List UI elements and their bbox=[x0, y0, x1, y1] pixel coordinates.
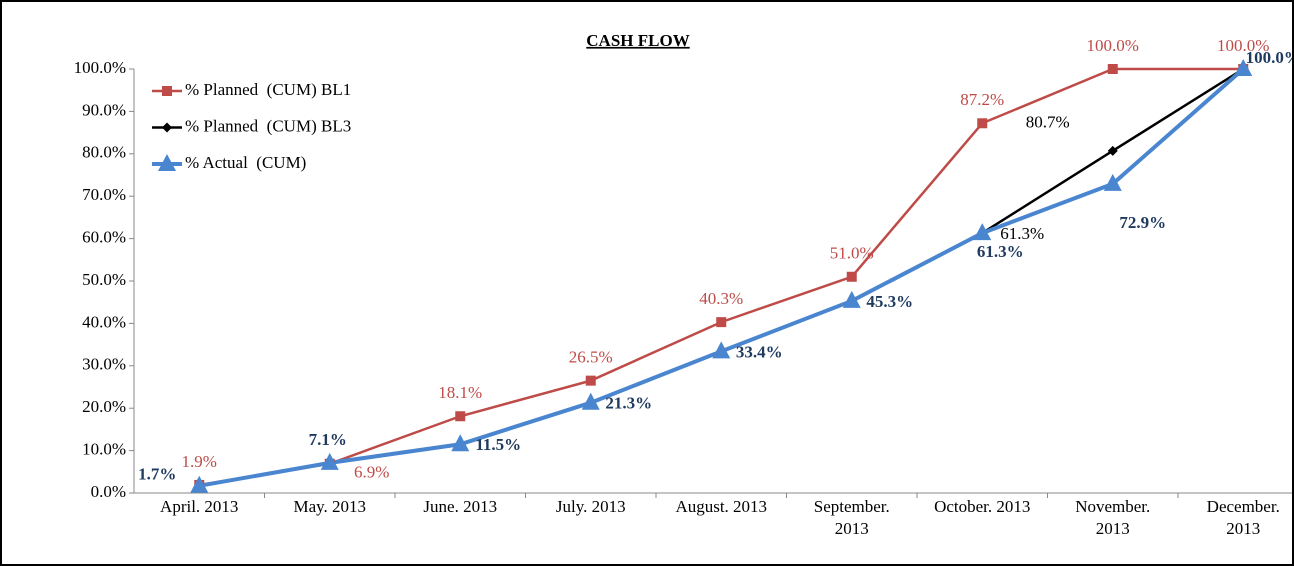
y-tick-label: 0.0% bbox=[91, 482, 126, 501]
data-label: 26.5% bbox=[569, 348, 613, 367]
data-label: 21.3% bbox=[605, 394, 652, 413]
point bbox=[716, 317, 727, 328]
point bbox=[1107, 145, 1118, 156]
data-label: 100.0% bbox=[1217, 36, 1269, 55]
x-tick-label: September. 2013 bbox=[813, 497, 890, 538]
legend-marker bbox=[162, 122, 172, 133]
x-tick-label: April. 2013 bbox=[160, 497, 239, 516]
data-label: 40.3% bbox=[699, 289, 743, 308]
y-tick-label: 60.0% bbox=[82, 228, 126, 247]
y-tick-label: 70.0% bbox=[82, 185, 126, 204]
point bbox=[455, 411, 466, 422]
point bbox=[1107, 64, 1118, 74]
y-tick-label: 50.0% bbox=[82, 270, 126, 289]
y-tick-label: 90.0% bbox=[82, 100, 126, 119]
y-tick-label: 20.0% bbox=[82, 397, 126, 416]
series-line bbox=[199, 67, 1244, 487]
data-label: 100.0% bbox=[1246, 48, 1294, 67]
x-tick-label: October. 2013 bbox=[934, 497, 1031, 516]
y-tick-label: 10.0% bbox=[82, 440, 126, 459]
x-tick-label: August. 2013 bbox=[675, 497, 768, 516]
legend-label: % Planned (CUM) BL1 bbox=[185, 80, 351, 99]
x-tick-label: November. 2013 bbox=[1075, 497, 1151, 538]
point bbox=[842, 290, 861, 308]
y-tick-label: 100.0% bbox=[74, 58, 126, 77]
data-label: 18.1% bbox=[438, 383, 482, 402]
x-tick-label: December. 2013 bbox=[1206, 497, 1280, 538]
data-label: 72.9% bbox=[1119, 213, 1166, 232]
y-tick-label: 80.0% bbox=[82, 143, 126, 162]
data-label: 11.5% bbox=[475, 435, 521, 454]
point bbox=[977, 118, 988, 129]
data-label: 80.7% bbox=[1026, 113, 1070, 132]
point bbox=[1103, 173, 1122, 191]
legend-label: % Planned (CUM) BL3 bbox=[185, 116, 351, 135]
series-line bbox=[198, 67, 1245, 488]
point bbox=[190, 475, 209, 493]
point bbox=[846, 271, 857, 282]
data-label: 6.9% bbox=[354, 463, 389, 482]
data-label: 100.0% bbox=[1087, 36, 1139, 55]
x-tick-label: May. 2013 bbox=[293, 497, 367, 516]
x-tick-label: July. 2013 bbox=[555, 497, 626, 516]
point bbox=[585, 375, 596, 386]
data-label: 1.7% bbox=[138, 465, 176, 484]
point bbox=[581, 392, 600, 410]
point bbox=[712, 341, 731, 359]
y-tick-label: 40.0% bbox=[82, 312, 126, 331]
data-label: 61.3% bbox=[977, 242, 1024, 261]
data-label: 87.2% bbox=[960, 90, 1004, 109]
legend-label: % Actual (CUM) bbox=[185, 153, 306, 172]
point bbox=[1234, 59, 1253, 76]
data-label: 61.3% bbox=[1000, 224, 1044, 243]
y-tick-label: 30.0% bbox=[82, 355, 126, 374]
data-label: 51.0% bbox=[830, 244, 874, 263]
point bbox=[973, 223, 992, 241]
point bbox=[320, 452, 339, 470]
data-label: 7.1% bbox=[309, 430, 347, 449]
data-label: 45.3% bbox=[866, 292, 913, 311]
data-label: 1.9% bbox=[182, 452, 217, 471]
legend-marker bbox=[162, 86, 172, 96]
point bbox=[451, 434, 470, 452]
x-tick-label: June. 2013 bbox=[423, 497, 498, 516]
data-label: 33.4% bbox=[736, 342, 783, 361]
chart-title: CASH FLOW bbox=[586, 31, 689, 50]
legend-marker bbox=[158, 154, 176, 171]
